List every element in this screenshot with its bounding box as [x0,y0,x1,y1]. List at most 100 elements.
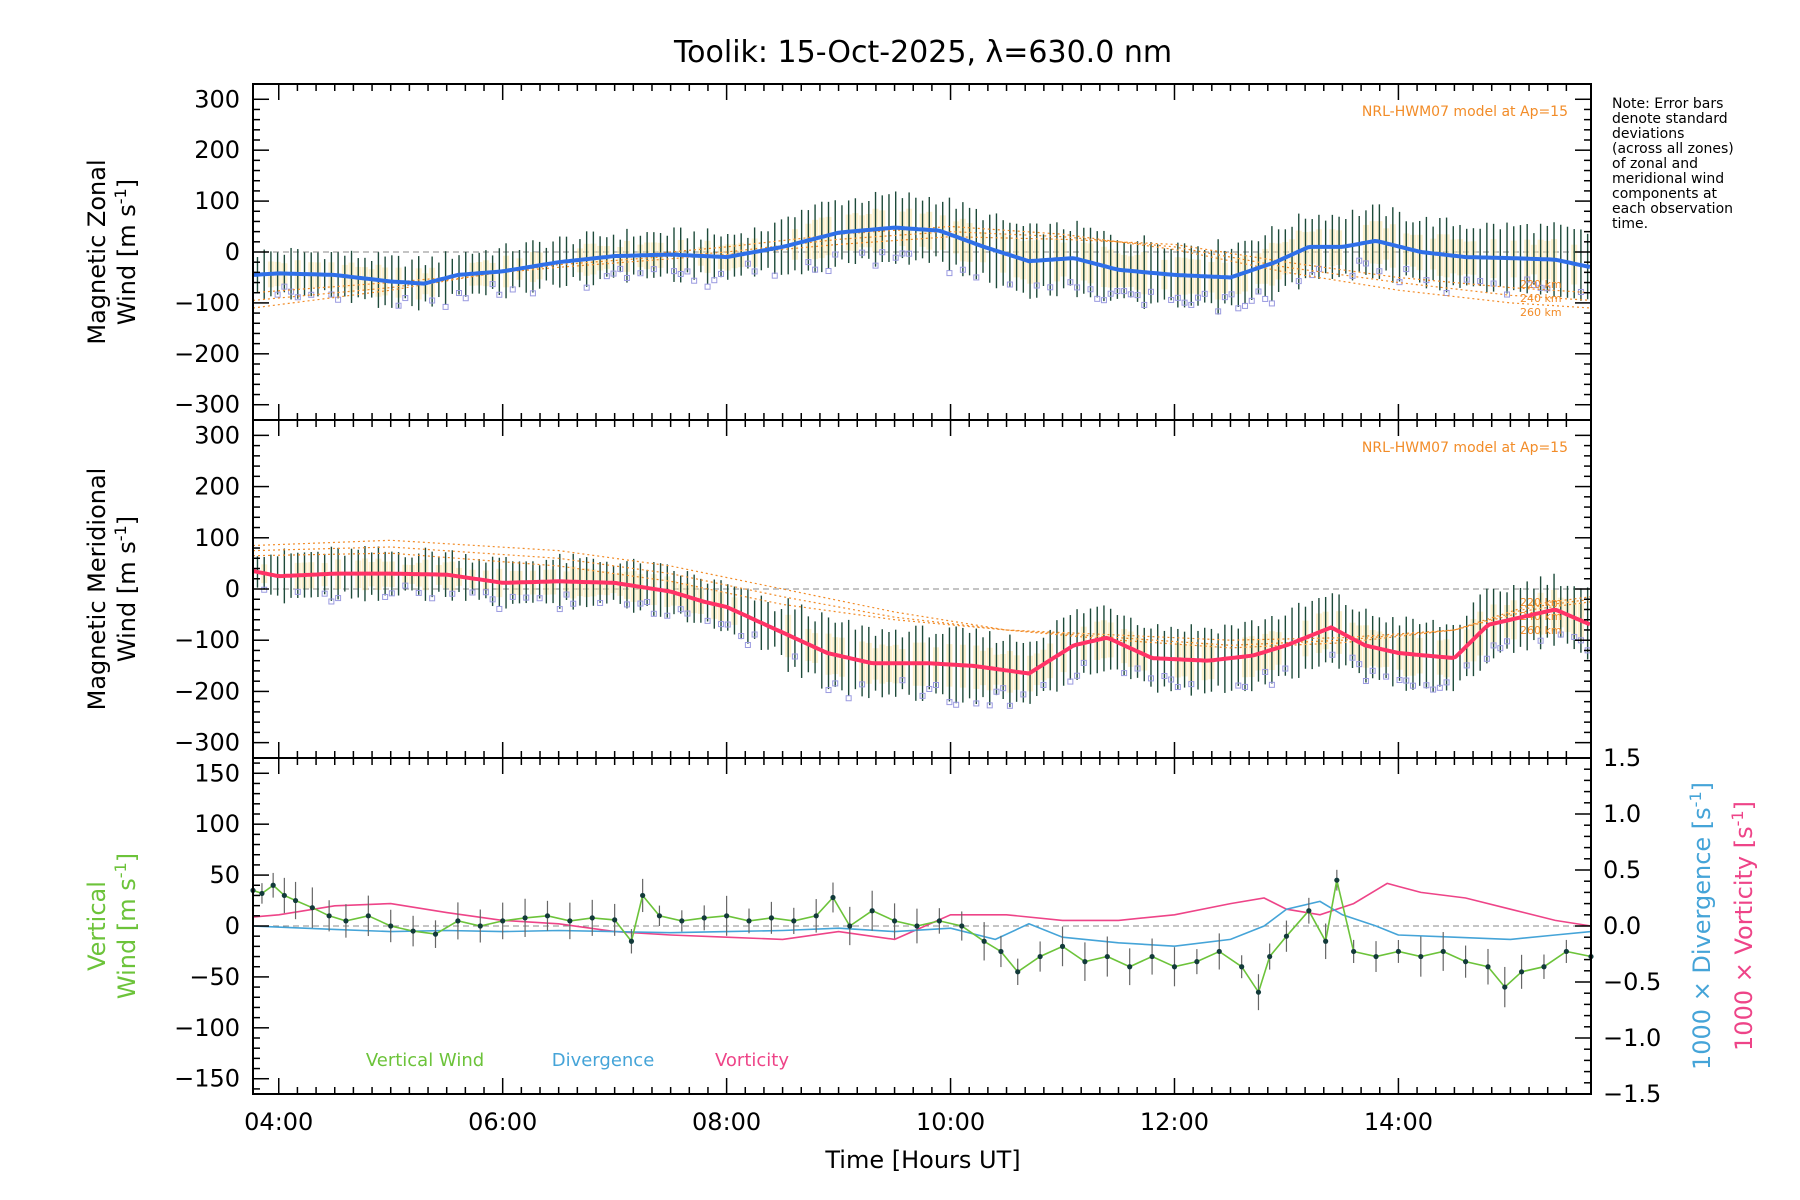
x-axis-label: Time [Hours UT] [824,1146,1020,1174]
vertical-y2tick-label: 1.0 [1603,800,1641,828]
zonal-ytick-label: −100 [174,289,240,317]
vertical-wind-point [1082,959,1088,965]
vertical-wind-point [1334,877,1340,883]
zonal-zone-marker [1356,257,1363,264]
meridional-ytick-label: 100 [194,524,240,552]
vertical-wind-point [1323,938,1329,944]
zonal-zone-marker [1094,295,1101,302]
meridional-zone-marker [664,612,671,619]
meridional-ytick-label: −200 [174,677,240,705]
meridional-zone-marker [489,596,496,603]
zonal-zone-marker [1349,272,1356,279]
vertical-wind-point [679,918,685,924]
meridional-zone-marker [563,591,570,598]
meridional-zone-marker [973,700,980,707]
meridional-zone-marker [791,653,798,660]
zonal-zone-marker [825,268,832,275]
meridional-zone-marker [718,621,725,628]
zonal-zone-marker [294,294,301,301]
vertical-y2tick-label: 0.0 [1603,912,1641,940]
meridional-ytick-label: −300 [174,729,240,757]
meridional-zone-marker [1463,662,1470,669]
meridional-zone-marker [738,633,745,640]
meridional-zone-marker [825,687,832,694]
vertical-wind-point [1373,953,1379,960]
vertical-wind-point [936,918,942,924]
meridional-zone-marker [724,621,731,628]
zonal-zone-marker [1215,308,1222,315]
zonal-zone-marker [288,288,295,295]
meridional-zone-marker [382,593,389,600]
meridional-zone-marker [1040,681,1047,688]
zonal-zone-marker [617,265,624,272]
meridional-zone-marker [1483,655,1490,662]
note-line: time. [1612,216,1648,232]
meridional-zone-marker [1242,683,1249,690]
meridional-zone-marker [335,595,342,602]
vertical-wind-point [477,923,483,929]
meridional-zone-marker [644,598,651,605]
meridional-zone-marker [1362,678,1369,685]
meridional-zone-marker [751,631,758,638]
zonal-model-0 [252,236,1592,294]
meridional-ylabel-end: ] [113,516,141,525]
meridional-zone-marker [415,589,422,596]
vertical-wind-point [343,918,349,924]
zonal-zone-marker [529,290,536,297]
zonal-zone-marker [429,297,436,304]
meridional-zone-marker [677,606,684,613]
vertical-wind-point [612,917,618,923]
meridional-zone-marker [993,688,1000,695]
meridional-zone-marker [1571,633,1578,640]
vertical-wind-point [998,948,1004,955]
meridional-zone-marker [597,599,604,606]
vertical-y2tick-label: −1.5 [1603,1080,1661,1108]
zonal-zone-marker [879,249,886,256]
meridional-ytick-label: −100 [174,626,240,654]
meridional-zone-marker [832,680,839,687]
vertical-wind-point [1518,969,1525,975]
zonal-zone-marker [1067,279,1074,286]
vertical-wind-point [281,892,287,899]
vertical-wind-point [432,931,439,937]
zonal-zone-marker [1403,266,1410,273]
meridional-zone-marker [1557,631,1564,638]
vertical-wind-point [500,918,506,924]
zonal-zone-marker [456,290,463,297]
vertical-wind-point [1541,964,1547,970]
meridional-zone-marker [482,589,489,596]
note-line: each observation [1612,201,1733,217]
vertical-wind-point [292,897,299,904]
vertical-wind-point [1306,908,1312,914]
zonal-zone-marker [1235,305,1242,312]
zonal-zone-marker [812,266,819,273]
meridional-zone-marker [744,641,751,648]
xtick-label: 06:00 [468,1108,537,1136]
zonal-zone-marker [1087,286,1094,293]
zonal-km-label: 240 km [1520,292,1562,305]
zonal-ytick-label: 100 [194,187,240,215]
vertical-wind-point [813,913,819,919]
meridional-wind-line [252,569,1591,676]
zonal-zone-marker [711,277,718,284]
meridional-zone-marker [1409,682,1416,689]
vertical-y2tick-label: −0.5 [1603,968,1661,996]
meridional-km-label: 260 km [1520,624,1562,637]
meridional-zone-marker [328,598,335,605]
meridional-zone-marker [294,588,301,595]
vertical-wind-point [1127,964,1133,970]
vertical-wind-point [791,918,797,924]
vertical-ylabel-sup: -1 [111,862,130,878]
vertical-wind-point [746,918,752,924]
vertical-ytick-label: −50 [189,963,240,991]
meridional-zone-marker [1383,673,1390,680]
note-line: Note: Error bars [1612,96,1723,112]
divergence-axis-label: 1000 × Divergence [s-1] [1686,782,1716,1070]
zonal-ytick-label: 0 [225,238,240,266]
xtick-label: 04:00 [244,1108,313,1136]
vertical-wind-point [1351,948,1357,955]
zonal-zone-marker [274,291,281,298]
meridional-zone-marker [1006,702,1013,709]
zonal-zone-marker [691,277,698,284]
